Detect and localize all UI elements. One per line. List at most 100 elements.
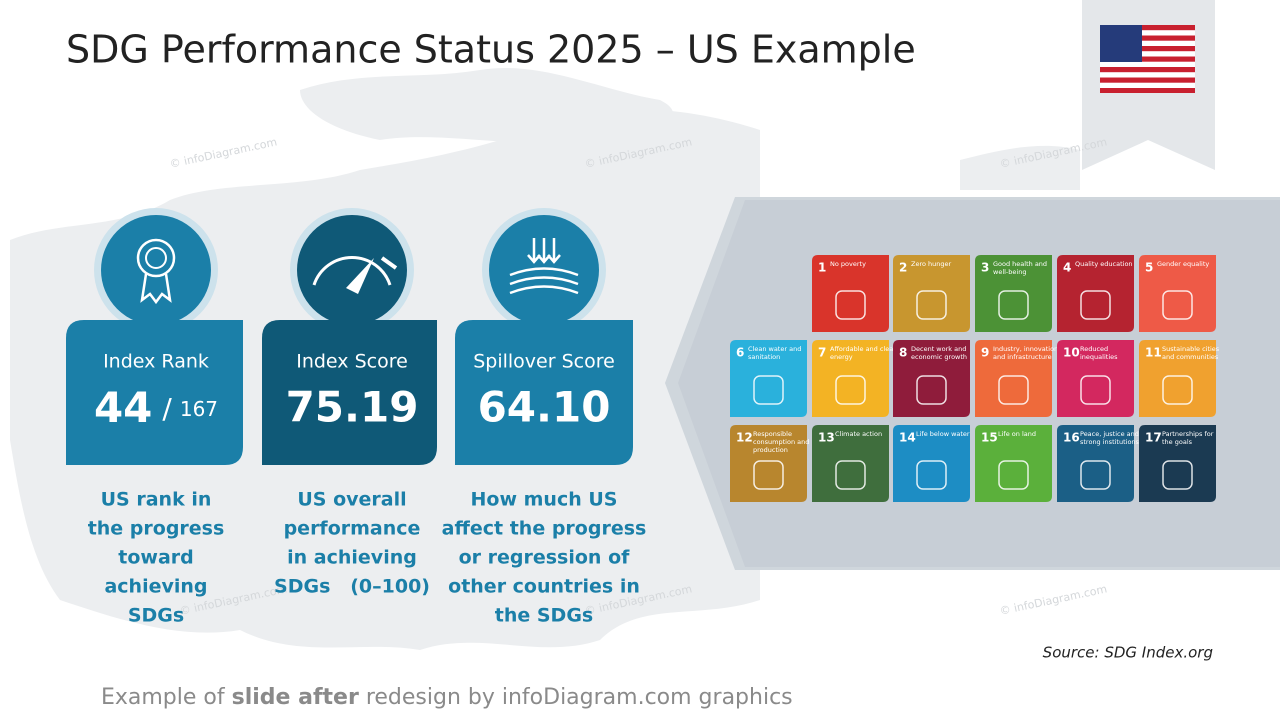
goal-label: Quality education xyxy=(1075,260,1133,268)
goal-icon xyxy=(998,375,1029,405)
goal-label: Decent work and economic growth xyxy=(911,345,967,361)
goal-label: Responsible consumption and production xyxy=(753,430,809,454)
goal-label: Clean water and sanitation xyxy=(748,345,801,361)
card-description: or regression of xyxy=(459,547,631,569)
goal-tile: 4 Quality education xyxy=(1057,255,1134,332)
goal-number: 7 xyxy=(818,346,826,360)
card-icon-circle xyxy=(101,215,211,325)
goal-tile: 2 Zero hunger xyxy=(893,255,970,332)
card-description: performance xyxy=(284,518,421,540)
goal-tile-bg xyxy=(893,340,970,417)
card: Index Score 75.19 US overall performance in … xyxy=(262,208,437,598)
goal-label: Life below water xyxy=(916,430,970,438)
goal-tile: 5 Gender equality xyxy=(1139,255,1216,332)
goal-label: No poverty xyxy=(830,260,866,268)
card-label: Spillover Score xyxy=(473,351,615,373)
cards: Index Rank 44 / 167 US rank in the progress to… xyxy=(66,208,646,627)
goal-number: 6 xyxy=(736,346,744,360)
card-icon-circle xyxy=(297,215,407,325)
card: Spillover Score 64.10 How much US affect th… xyxy=(442,208,646,627)
goal-number: 13 xyxy=(818,431,835,445)
goal-tile: 7 Affordable and clean energy xyxy=(812,340,897,417)
goal-tile-bg xyxy=(730,340,807,417)
card-description: the progress xyxy=(88,518,225,540)
source: Source: SDG Index.org xyxy=(1043,644,1213,662)
goal-number: 4 xyxy=(1063,261,1071,275)
goal-tile: 14 Life below water xyxy=(893,425,970,502)
card-label: Index Rank xyxy=(103,351,209,373)
goal-tile: 17 Partnerships for the goals xyxy=(1139,425,1216,502)
watermark: © infoDiagram.com xyxy=(169,135,279,170)
card-icon xyxy=(509,238,579,295)
goal-icon xyxy=(835,290,866,320)
goal-number: 9 xyxy=(981,346,989,360)
goal-icon xyxy=(835,375,866,405)
card-label: Index Score xyxy=(296,351,408,373)
goal-number: 14 xyxy=(899,431,916,445)
goal-label: Industry, innovation and infrastructure xyxy=(993,345,1058,361)
goal-icon xyxy=(1080,460,1111,490)
card-description: other countries in xyxy=(448,576,640,598)
goal-number: 1 xyxy=(818,261,826,275)
card-description: US overall xyxy=(297,489,406,511)
goal-tile: 9 Industry, innovation and infrastructure xyxy=(975,340,1058,417)
card-description: in achieving xyxy=(287,547,417,569)
footer-part: Example of xyxy=(101,685,232,710)
goal-icon xyxy=(1080,290,1111,320)
card-description: SDGs xyxy=(128,605,184,627)
goal-icon xyxy=(916,460,947,490)
card-value: 64.10 xyxy=(478,383,611,432)
goal-icon xyxy=(1162,460,1193,490)
goal-icon xyxy=(998,460,1029,490)
goal-icon xyxy=(1162,375,1193,405)
goal-tile-bg xyxy=(1139,425,1216,502)
goal-tile-bg xyxy=(893,255,970,332)
goal-label: Affordable and clean energy xyxy=(830,345,897,361)
goal-tile-bg xyxy=(975,255,1052,332)
goal-icon xyxy=(916,290,947,320)
card-description: the SDGs xyxy=(495,605,593,627)
goal-label: Life on land xyxy=(998,430,1036,438)
goal-tile: 1 No poverty xyxy=(812,255,889,332)
goal-label: Good health and well-being xyxy=(993,260,1047,276)
goal-tile-bg xyxy=(975,340,1052,417)
us-flag xyxy=(1100,25,1195,93)
goal-tile-bg xyxy=(730,425,807,502)
goal-icon xyxy=(998,290,1029,320)
goal-label: Partnerships for the goals xyxy=(1162,430,1214,446)
card-icon-circle xyxy=(489,215,599,325)
card-value: 75.19 xyxy=(286,383,419,432)
goal-number: 15 xyxy=(981,431,998,445)
goal-tile-bg xyxy=(1057,425,1134,502)
card-body xyxy=(455,320,633,465)
goal-icon xyxy=(916,375,947,405)
goal-icon xyxy=(753,375,784,405)
card-value-number: 44 xyxy=(94,383,152,432)
footer-part: redesign by infoDiagram.com graphics xyxy=(359,685,793,710)
goal-tile-bg xyxy=(812,425,889,502)
card: Index Rank 44 / 167 US rank in the progress to… xyxy=(66,208,243,627)
goal-tile-bg xyxy=(1057,255,1134,332)
card-icon xyxy=(312,255,398,294)
goal-number: 12 xyxy=(736,431,753,445)
goal-tile-bg xyxy=(1139,255,1216,332)
footer-part: slide after xyxy=(232,685,359,710)
goal-tile: 6 Clean water and sanitation xyxy=(730,340,807,417)
goal-tile-bg xyxy=(812,255,889,332)
card-description: achieving xyxy=(104,576,207,598)
goal-label: Zero hunger xyxy=(911,260,952,268)
goal-tile-bg xyxy=(812,340,889,417)
card-icon xyxy=(136,238,176,305)
goal-label: Sustainable cities and communities xyxy=(1162,345,1220,361)
goal-number: 16 xyxy=(1063,431,1080,445)
goal-icon xyxy=(835,460,866,490)
goal-tile: 16 Peace, justice and strong institutions xyxy=(1057,425,1140,502)
card-description: How much US xyxy=(471,489,618,511)
card-body xyxy=(262,320,437,465)
goal-tile-bg xyxy=(975,425,1052,502)
goal-label: Gender equality xyxy=(1157,260,1209,268)
goal-tile: 11 Sustainable cities and communities xyxy=(1139,340,1220,417)
goal-tile: 13 Climate action xyxy=(812,425,889,502)
